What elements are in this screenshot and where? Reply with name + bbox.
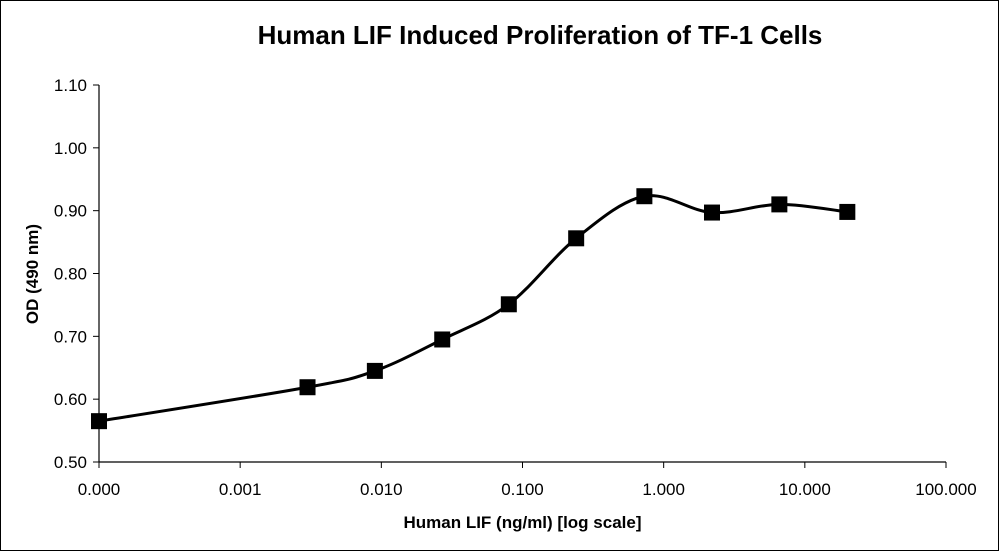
data-point-marker <box>500 296 517 313</box>
x-axis-label: Human LIF (ng/ml) [log scale] <box>403 513 642 532</box>
x-tick-label: 0.100 <box>501 480 544 499</box>
data-point-marker <box>771 196 788 213</box>
x-tick-label: 0.001 <box>219 480 262 499</box>
x-tick-label: 0.010 <box>360 480 403 499</box>
x-tick-label: 1.000 <box>642 480 685 499</box>
y-tick-label: 0.60 <box>54 390 87 409</box>
x-tick-label: 100.000 <box>915 480 976 499</box>
y-tick-label: 0.50 <box>54 453 87 472</box>
data-point-marker <box>299 379 316 396</box>
x-tick-label: 0.000 <box>78 480 121 499</box>
data-point-marker <box>636 188 653 205</box>
data-point-marker <box>366 362 383 379</box>
x-tick-label: 10.000 <box>779 480 831 499</box>
y-tick-label: 0.70 <box>54 327 87 346</box>
data-point-marker <box>704 204 721 221</box>
y-tick-label: 1.10 <box>54 76 87 95</box>
data-point-marker <box>839 203 856 220</box>
series-line <box>98 194 848 423</box>
data-point-marker <box>434 331 451 348</box>
y-tick-label: 1.00 <box>54 139 87 158</box>
y-tick-label: 0.80 <box>54 265 87 284</box>
data-point-marker <box>91 413 107 430</box>
data-point-marker <box>568 230 585 247</box>
chart-title: Human LIF Induced Proliferation of TF-1 … <box>257 20 823 50</box>
y-tick-label: 0.90 <box>54 202 87 221</box>
